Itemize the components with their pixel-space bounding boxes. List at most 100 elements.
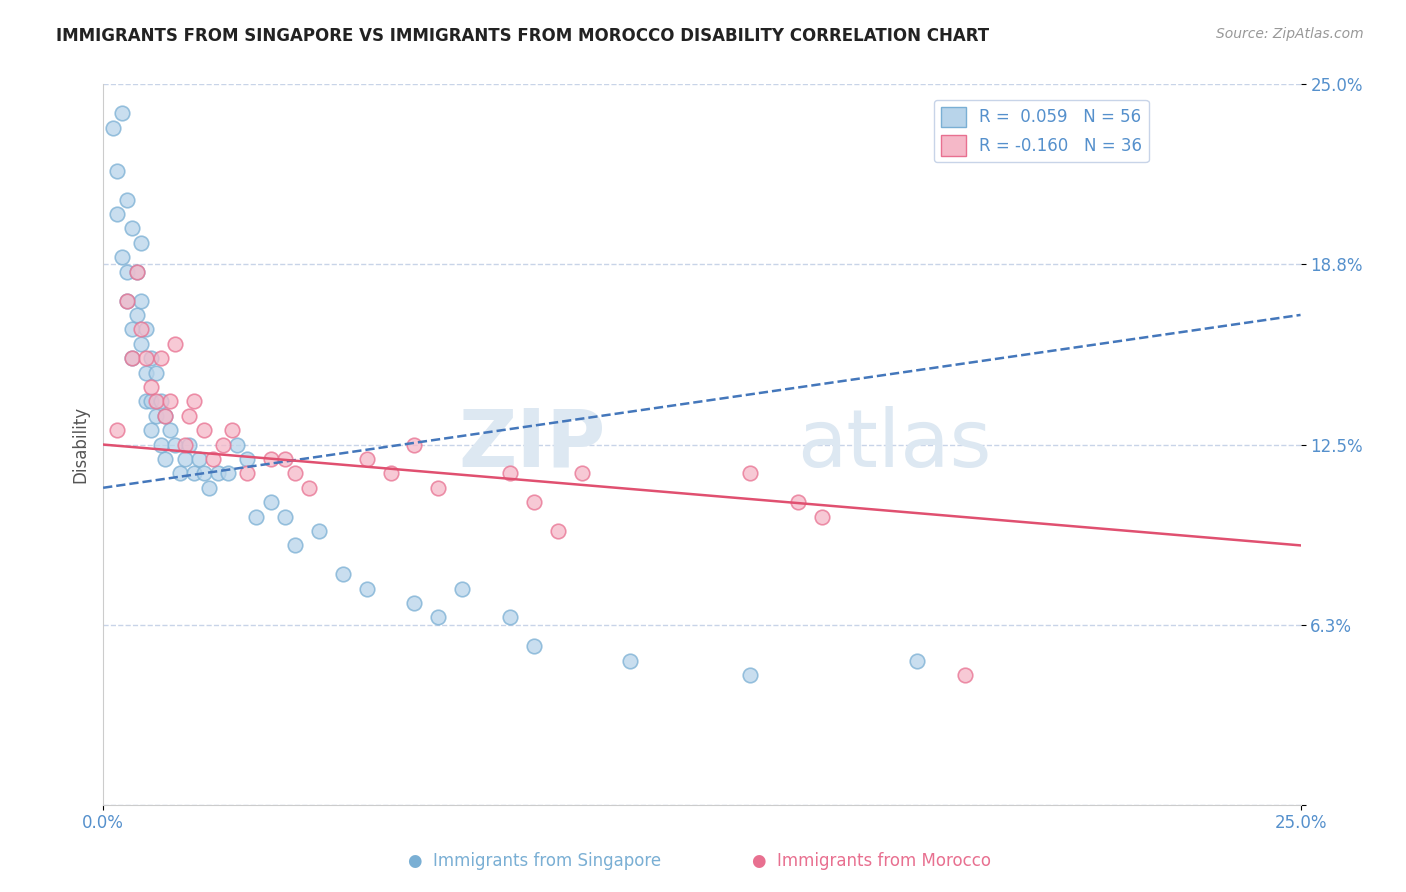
Point bbox=[284, 538, 307, 552]
Point bbox=[169, 467, 191, 481]
Point bbox=[125, 265, 148, 279]
Point bbox=[121, 351, 143, 365]
Point bbox=[155, 409, 177, 423]
Point bbox=[212, 437, 235, 451]
Point bbox=[183, 394, 205, 409]
Y-axis label: Disability: Disability bbox=[72, 406, 89, 483]
Point bbox=[786, 495, 808, 509]
Point bbox=[221, 423, 243, 437]
Point bbox=[356, 452, 378, 467]
Point bbox=[404, 596, 426, 610]
Point bbox=[226, 437, 249, 451]
Point bbox=[236, 467, 259, 481]
Point bbox=[163, 336, 186, 351]
Point bbox=[298, 481, 321, 495]
Point bbox=[135, 322, 157, 336]
Point bbox=[197, 481, 219, 495]
Point bbox=[236, 452, 259, 467]
Point bbox=[738, 467, 761, 481]
Point bbox=[284, 467, 307, 481]
Point bbox=[159, 423, 181, 437]
Point bbox=[145, 394, 167, 409]
Point bbox=[121, 351, 143, 365]
Point bbox=[139, 380, 162, 394]
Point bbox=[404, 437, 426, 451]
Point bbox=[135, 351, 157, 365]
Point bbox=[810, 509, 832, 524]
Point bbox=[738, 668, 761, 682]
Point bbox=[499, 467, 522, 481]
Point bbox=[135, 394, 157, 409]
Point bbox=[274, 509, 297, 524]
Point bbox=[523, 495, 546, 509]
Point bbox=[173, 452, 195, 467]
Point bbox=[131, 336, 153, 351]
Text: ●  Immigrants from Singapore: ● Immigrants from Singapore bbox=[408, 852, 661, 870]
Point bbox=[125, 308, 148, 322]
Point bbox=[427, 481, 450, 495]
Point bbox=[183, 467, 205, 481]
Point bbox=[149, 437, 172, 451]
Point bbox=[905, 654, 928, 668]
Point bbox=[115, 293, 138, 308]
Point bbox=[260, 452, 283, 467]
Point bbox=[427, 610, 450, 624]
Point bbox=[179, 409, 201, 423]
Point bbox=[149, 394, 172, 409]
Text: Source: ZipAtlas.com: Source: ZipAtlas.com bbox=[1216, 27, 1364, 41]
Point bbox=[101, 120, 124, 135]
Point bbox=[332, 567, 354, 582]
Legend: R =  0.059   N = 56, R = -0.160   N = 36: R = 0.059 N = 56, R = -0.160 N = 36 bbox=[934, 100, 1149, 162]
Text: ●  Immigrants from Morocco: ● Immigrants from Morocco bbox=[752, 852, 991, 870]
Point bbox=[125, 265, 148, 279]
Point bbox=[187, 452, 209, 467]
Point bbox=[163, 437, 186, 451]
Point bbox=[193, 467, 215, 481]
Point bbox=[145, 366, 167, 380]
Point bbox=[139, 351, 162, 365]
Point bbox=[107, 207, 129, 221]
Point bbox=[619, 654, 641, 668]
Point bbox=[207, 467, 229, 481]
Point bbox=[145, 409, 167, 423]
Point bbox=[308, 524, 330, 538]
Point bbox=[547, 524, 569, 538]
Point bbox=[274, 452, 297, 467]
Point bbox=[111, 250, 134, 264]
Point bbox=[245, 509, 267, 524]
Point bbox=[121, 322, 143, 336]
Point bbox=[107, 164, 129, 178]
Point bbox=[260, 495, 283, 509]
Point bbox=[955, 668, 977, 682]
Point bbox=[115, 265, 138, 279]
Point bbox=[193, 423, 215, 437]
Point bbox=[111, 106, 134, 120]
Point bbox=[356, 582, 378, 596]
Point bbox=[139, 423, 162, 437]
Point bbox=[202, 452, 225, 467]
Point bbox=[159, 394, 181, 409]
Point bbox=[135, 366, 157, 380]
Point bbox=[155, 452, 177, 467]
Point bbox=[451, 582, 474, 596]
Point bbox=[571, 467, 593, 481]
Point bbox=[523, 639, 546, 653]
Point bbox=[131, 293, 153, 308]
Point bbox=[155, 409, 177, 423]
Text: IMMIGRANTS FROM SINGAPORE VS IMMIGRANTS FROM MOROCCO DISABILITY CORRELATION CHAR: IMMIGRANTS FROM SINGAPORE VS IMMIGRANTS … bbox=[56, 27, 990, 45]
Point bbox=[173, 437, 195, 451]
Text: ZIP: ZIP bbox=[458, 406, 606, 483]
Text: atlas: atlas bbox=[797, 406, 993, 483]
Point bbox=[131, 322, 153, 336]
Point bbox=[217, 467, 239, 481]
Point bbox=[380, 467, 402, 481]
Point bbox=[149, 351, 172, 365]
Point bbox=[107, 423, 129, 437]
Point bbox=[115, 193, 138, 207]
Point bbox=[121, 221, 143, 235]
Point bbox=[115, 293, 138, 308]
Point bbox=[139, 394, 162, 409]
Point bbox=[179, 437, 201, 451]
Point bbox=[131, 235, 153, 250]
Point bbox=[499, 610, 522, 624]
